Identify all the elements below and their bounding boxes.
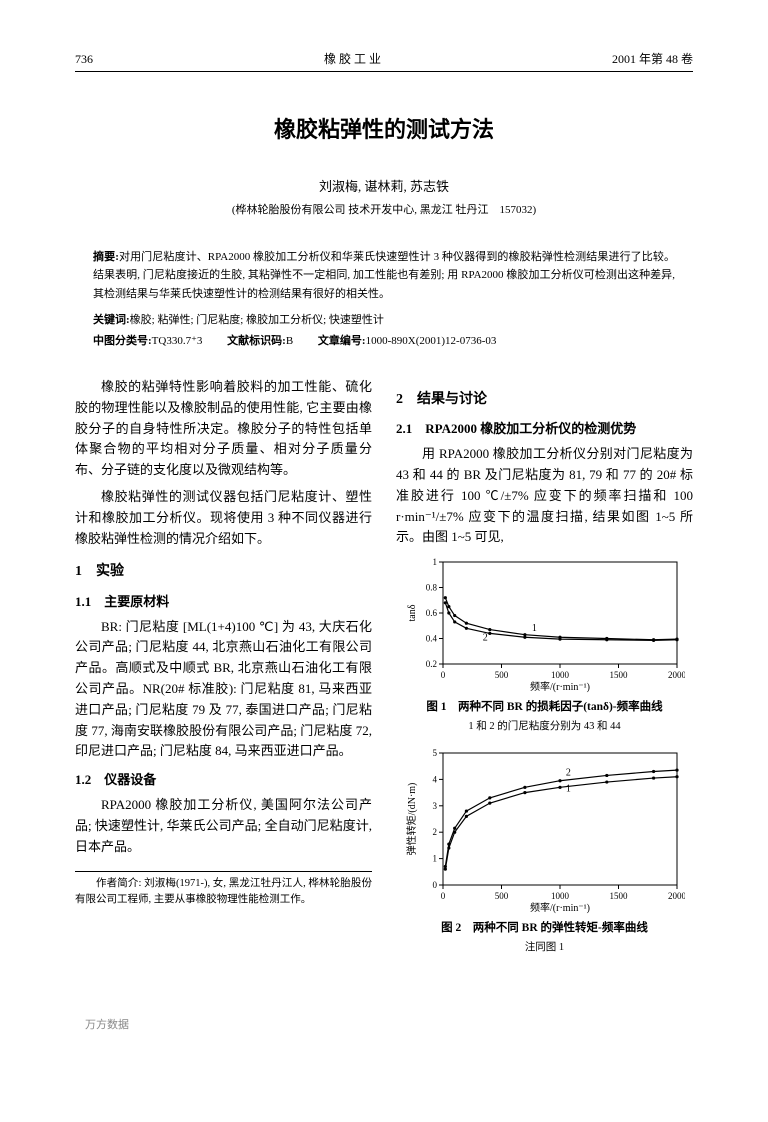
svg-text:0: 0: [440, 670, 445, 680]
svg-text:1500: 1500: [609, 670, 628, 680]
page-header: 736 橡 胶 工 业 2001 年第 48 卷: [75, 50, 693, 72]
svg-text:1: 1: [432, 854, 437, 864]
svg-text:0.2: 0.2: [425, 659, 436, 669]
authors: 刘淑梅, 谌林莉, 苏志铁: [75, 177, 693, 198]
svg-text:1500: 1500: [609, 891, 628, 901]
section-2-1-heading: 2.1 RPA2000 橡胶加工分析仪的检测优势: [396, 419, 693, 440]
figure-2-chart: 0 500 1000 1500 2000 0 1 2 3 4 5 频率/(r·min⁻¹) 弹性转矩/(…: [405, 745, 685, 915]
section-2-heading: 2 结果与讨论: [396, 389, 693, 411]
svg-text:频率/(r·min⁻¹): 频率/(r·min⁻¹): [530, 901, 590, 914]
left-column: 橡胶的粘弹特性影响着胶料的加工性能、硫化胶的物理性能以及橡胶制品的使用性能, 它…: [75, 377, 372, 967]
svg-text:3: 3: [432, 801, 437, 811]
section-1-heading: 1 实验: [75, 561, 372, 583]
svg-text:0: 0: [432, 880, 437, 890]
affiliation: (桦林轮胎股份有限公司 技术开发中心, 黑龙江 牡丹江 157032): [75, 202, 693, 220]
section-1-1-heading: 1.1 主要原材料: [75, 592, 372, 613]
svg-text:2000: 2000: [668, 670, 685, 680]
figure-1-caption: 图 1 两种不同 BR 的损耗因子(tanδ)-频率曲线: [396, 698, 693, 716]
body-columns: 橡胶的粘弹特性影响着胶料的加工性能、硫化胶的物理性能以及橡胶制品的使用性能, 它…: [75, 377, 693, 967]
intro-para-2: 橡胶粘弹性的测试仪器包括门尼粘度计、塑性计和橡胶加工分析仪。现将使用 3 种不同…: [75, 487, 372, 549]
keywords-label: 关键词:: [93, 314, 130, 326]
svg-text:4: 4: [432, 775, 437, 785]
svg-text:1000: 1000: [551, 670, 570, 680]
svg-text:5: 5: [432, 748, 437, 758]
author-bio-footnote: 作者简介: 刘淑梅(1971-), 女, 黑龙江牡丹江人, 桦林轮胎股份有限公司…: [75, 876, 372, 908]
svg-text:频率/(r·min⁻¹): 频率/(r·min⁻¹): [530, 680, 590, 693]
svg-text:2: 2: [432, 828, 437, 838]
svg-text:tanδ: tanδ: [407, 604, 418, 621]
svg-text:1000: 1000: [551, 891, 570, 901]
svg-text:1: 1: [432, 557, 437, 567]
paper-title: 橡胶粘弹性的测试方法: [75, 112, 693, 147]
figure-1-chart: 0 500 1000 1500 2000 0.2 0.4 0.6 0.8 1 频率/(r·min⁻¹…: [405, 554, 685, 694]
journal-name: 橡 胶 工 业: [324, 50, 381, 69]
svg-text:2: 2: [482, 633, 487, 644]
svg-text:0.4: 0.4: [425, 634, 437, 644]
figure-2-caption: 图 2 两种不同 BR 的弹性转矩-频率曲线: [396, 919, 693, 937]
page-number: 736: [75, 50, 93, 69]
svg-text:0: 0: [440, 891, 445, 901]
svg-text:1: 1: [565, 784, 570, 795]
svg-text:500: 500: [494, 891, 508, 901]
svg-text:0.6: 0.6: [425, 608, 437, 618]
watermark-text: 万方数据: [85, 1017, 693, 1035]
svg-text:500: 500: [494, 670, 508, 680]
svg-text:1: 1: [531, 623, 536, 634]
abstract-label: 摘要:: [93, 251, 119, 263]
abstract-block: 摘要:对用门尼粘度计、RPA2000 橡胶加工分析仪和华莱氏快速塑性计 3 种仪…: [93, 248, 675, 304]
svg-text:2000: 2000: [668, 891, 685, 901]
classno-val-a: TQ330.7⁺3: [152, 335, 203, 347]
intro-para-1: 橡胶的粘弹特性影响着胶料的加工性能、硫化胶的物理性能以及橡胶制品的使用性能, 它…: [75, 377, 372, 481]
section-1-1-text: BR: 门尼粘度 [ML(1+4)100 ℃] 为 43, 大庆石化公司产品; …: [75, 617, 372, 763]
classno-label-a: 中图分类号:: [93, 335, 152, 347]
classno-label-c: 文章编号:: [318, 335, 366, 347]
issue-info: 2001 年第 48 卷: [612, 50, 693, 69]
svg-text:弹性转矩/(dN·m): 弹性转矩/(dN·m): [405, 783, 418, 856]
classno-val-b: B: [286, 335, 293, 347]
section-1-2-text: RPA2000 橡胶加工分析仪, 美国阿尔法公司产品; 快速塑性计, 华莱氏公司…: [75, 795, 372, 857]
svg-text:0.8: 0.8: [425, 583, 437, 593]
keywords-text: 橡胶; 粘弹性; 门尼粘度; 橡胶加工分析仪; 快速塑性计: [130, 314, 384, 326]
classno-label-b: 文献标识码:: [227, 335, 286, 347]
section-2-1-text: 用 RPA2000 橡胶加工分析仪分别对门尼粘度为 43 和 44 的 BR 及…: [396, 444, 693, 548]
keywords-block: 关键词:橡胶; 粘弹性; 门尼粘度; 橡胶加工分析仪; 快速塑性计: [93, 312, 675, 330]
section-1-2-heading: 1.2 仪器设备: [75, 770, 372, 791]
svg-text:2: 2: [565, 768, 570, 779]
figure-2-subcaption: 注同图 1: [396, 940, 693, 957]
figure-1-subcaption: 1 和 2 的门尼粘度分别为 43 和 44: [396, 719, 693, 736]
classification-block: 中图分类号:TQ330.7⁺3 文献标识码:B 文章编号:1000-890X(2…: [93, 333, 675, 351]
right-column: 2 结果与讨论 2.1 RPA2000 橡胶加工分析仪的检测优势 用 RPA20…: [396, 377, 693, 967]
abstract-text: 对用门尼粘度计、RPA2000 橡胶加工分析仪和华莱氏快速塑性计 3 种仪器得到…: [93, 251, 675, 300]
classno-val-c: 1000-890X(2001)12-0736-03: [366, 335, 497, 347]
